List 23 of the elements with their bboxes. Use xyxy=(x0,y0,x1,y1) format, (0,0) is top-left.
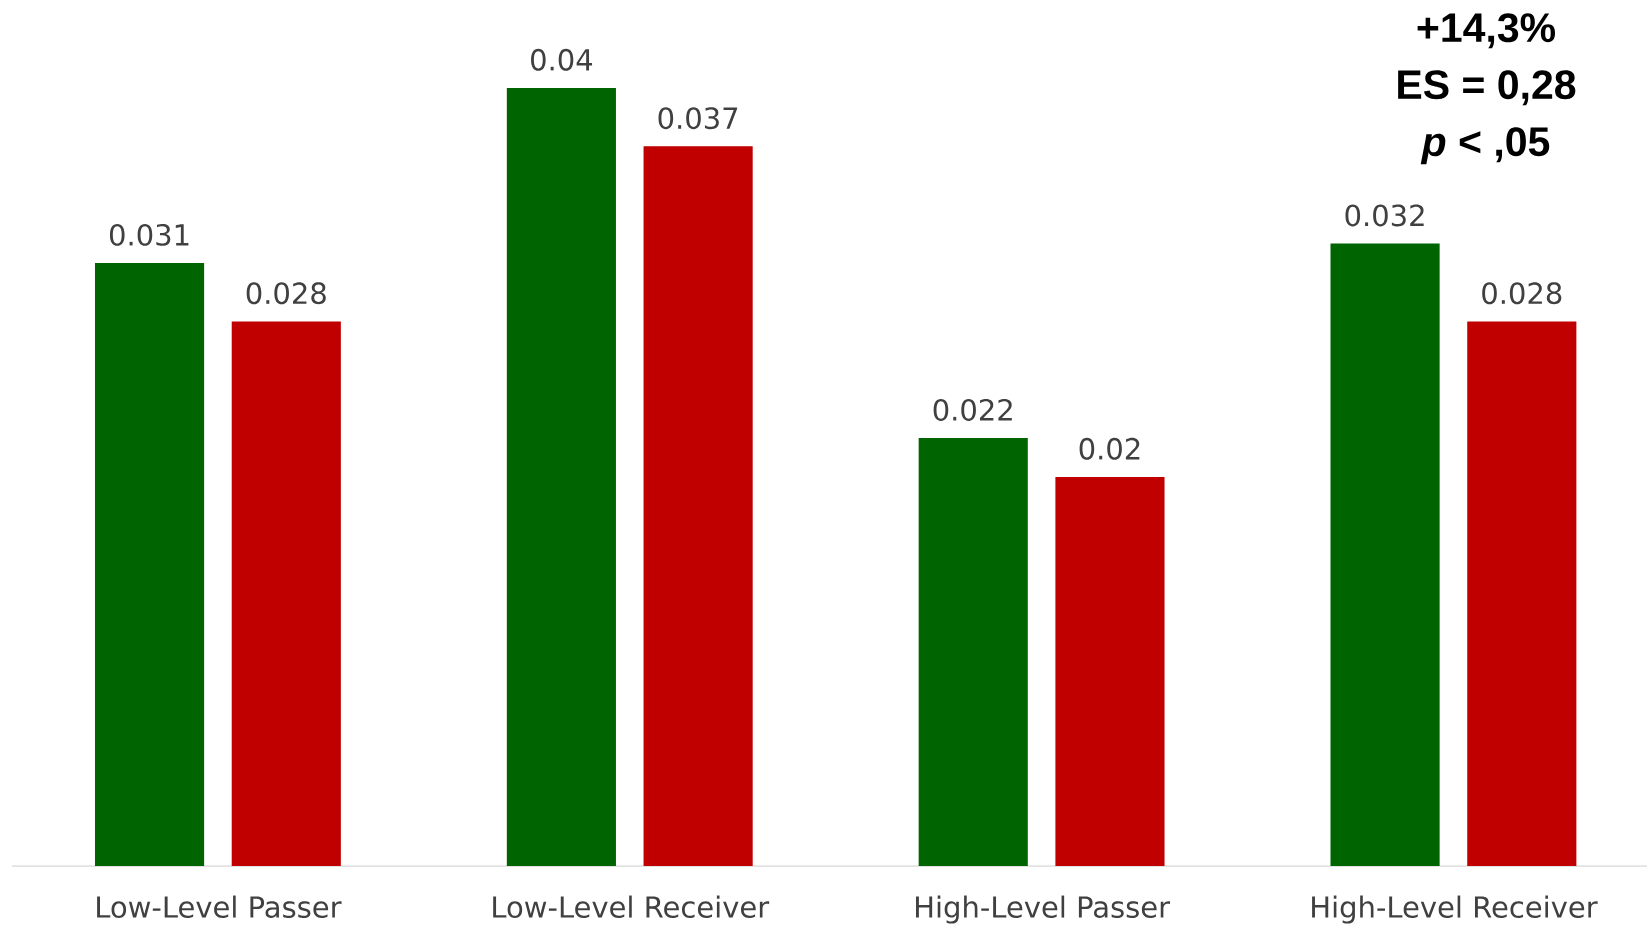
annotation: p < ,05 xyxy=(1420,127,1550,165)
bar xyxy=(918,438,1028,866)
bar xyxy=(1467,321,1577,866)
x-tick-label: High-Level Receiver xyxy=(1312,895,1598,924)
bar xyxy=(94,263,205,866)
bar xyxy=(1055,477,1165,866)
text: +14,3% xyxy=(1417,13,1556,49)
data-label: 0.032 xyxy=(1345,204,1424,227)
bar xyxy=(506,88,616,866)
bar xyxy=(1330,243,1440,866)
data-label: 0.028 xyxy=(1482,282,1562,305)
x-tick-label: Low-Level Receiver xyxy=(493,895,770,918)
data-label: 0.04 xyxy=(531,48,593,71)
bar xyxy=(231,321,341,866)
x-tick-label: High-Level Passer xyxy=(916,895,1171,924)
data-label: 0.037 xyxy=(658,107,738,130)
data-label: 0.02 xyxy=(1079,437,1140,460)
annotation: ES = 0,28 xyxy=(1398,70,1576,106)
data-label: 0.022 xyxy=(933,398,1012,421)
data-label: 0.031 xyxy=(109,223,189,246)
bar xyxy=(643,146,753,866)
data-label: 0.028 xyxy=(246,282,326,305)
x-tick-label: Low-Level Passer xyxy=(97,895,342,918)
